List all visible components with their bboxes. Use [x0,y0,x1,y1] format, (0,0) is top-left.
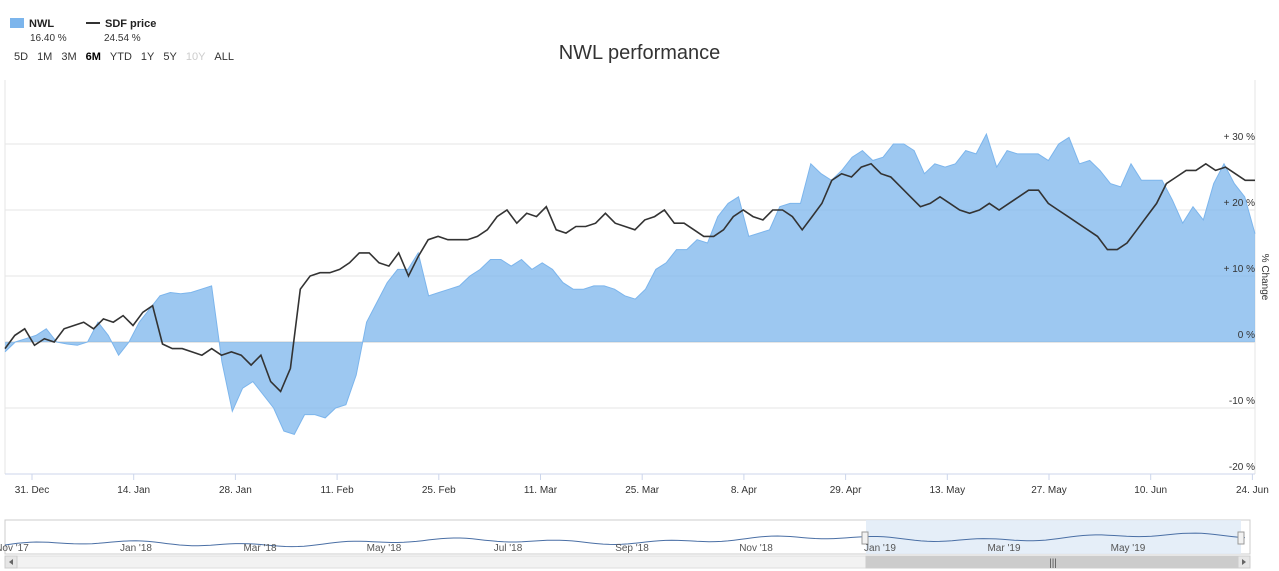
navigator-label: Jan '18 [120,543,152,554]
x-tick-label: 13. May [930,485,966,496]
x-tick-label: 31. Dec [15,485,49,496]
y-tick-label: + 10 % [1224,264,1256,275]
legend: NWL 16.40 % SDF price 24.54 % [10,14,290,46]
range-button-10y: 10Y [185,51,206,63]
legend-value-sdf: 24.54 % [104,33,141,44]
x-tick-label: 28. Jan [219,485,252,496]
sdf-line [4,162,1255,393]
navigator-label: Mar '19 [987,543,1020,554]
range-button-ytd[interactable]: YTD [109,51,132,63]
range-button-1y[interactable]: 1Y [140,51,155,63]
navigator-label: Jan '19 [864,543,896,554]
nwl-line [4,132,1256,436]
y-tick-label: 0 % [1238,330,1255,341]
x-tick-label: 25. Mar [625,485,660,496]
x-tick-label: 10. Jun [1134,485,1167,496]
y-tick-label: + 20 % [1224,198,1256,209]
range-button-6m[interactable]: 6M [85,51,101,63]
y-tick-label: -10 % [1229,396,1255,407]
x-tick-label: 24. Jun [1236,485,1269,496]
x-tick-label: 14. Jan [117,485,150,496]
scrollbar[interactable]: ||| [4,555,1251,569]
navigator-label: Nov '17 [0,543,29,554]
navigator-handle-left[interactable] [861,531,869,545]
y-axis: + 30 % + 20 % + 10 % 0 % -10 % -20 % [1224,132,1256,473]
nwl-area [5,134,1255,435]
x-tick-label: 25. Feb [422,485,456,496]
scrollbar-grip: ||| [1049,558,1057,569]
range-button-1m[interactable]: 1M [37,51,53,63]
navigator-label: Mar '18 [243,543,276,554]
navigator-label: Sep '18 [615,543,649,554]
navigator-label: May '19 [1111,543,1146,554]
navigator-handle-right[interactable] [1237,531,1245,545]
navigator-selected-range [866,520,1241,554]
range-button-3m[interactable]: 3M [61,51,77,63]
x-tick-label: 11. Mar [524,485,558,496]
legend-value-nwl: 16.40 % [30,33,67,44]
x-tick-label: 11. Feb [321,485,355,496]
legend-label-sdf: SDF price [105,18,157,30]
x-tick-label: 29. Apr [830,485,862,496]
navigator-series [4,532,1246,548]
x-axis: 31. Dec 14. Jan 28. Jan 11. Feb 25. Feb 11. M… [15,474,1269,496]
navigator-label: May '18 [367,543,402,554]
legend-item-sdf[interactable]: SDF price 24.54 % [86,14,157,44]
y-tick-label: + 30 % [1224,132,1256,143]
navigator[interactable]: Nov '17 Jan '18 Mar '18 May '18 Jul '18 Sep '… [0,519,1251,555]
y-axis-label: % Change [1259,254,1270,301]
legend-item-nwl[interactable]: NWL 16.40 % [10,14,67,44]
nwl-swatch [10,18,24,28]
range-selector: 5D 1M 3M 6M YTD 1Y 5Y 10Y ALL [14,51,243,63]
range-button-5y[interactable]: 5Y [163,51,177,63]
legend-label-nwl: NWL [29,18,55,30]
chevron-left-icon [9,559,13,565]
y-tick-label: -20 % [1229,462,1255,473]
chevron-right-icon [1242,559,1246,565]
x-tick-label: 8. Apr [731,485,758,496]
plot-area[interactable] [4,132,1256,436]
chart-title: NWL performance [558,42,721,64]
navigator-label: Jul '18 [494,543,523,554]
sdf-swatch [86,22,100,24]
range-button-all[interactable]: ALL [214,51,234,63]
navigator-label: Nov '18 [739,543,773,554]
range-button-5d[interactable]: 5D [14,51,29,63]
x-tick-label: 27. May [1031,485,1067,496]
